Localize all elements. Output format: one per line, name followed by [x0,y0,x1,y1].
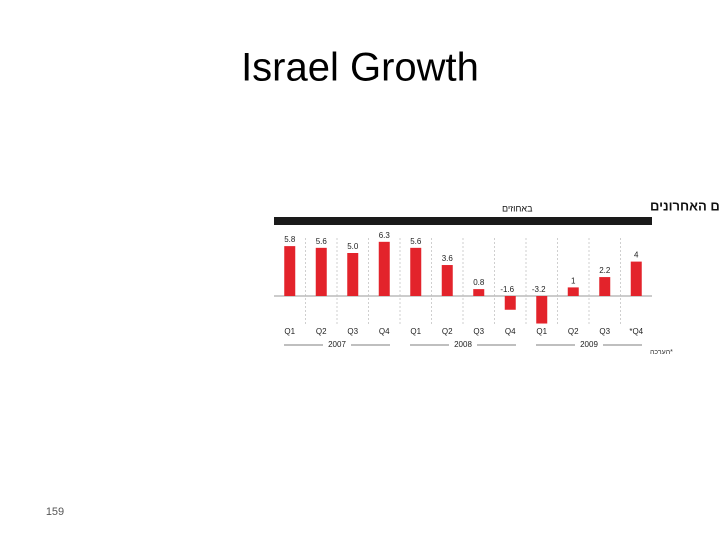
page-number: 159 [46,506,64,518]
bar [284,246,296,296]
value-label: -3.2 [532,285,546,294]
x-tick-label: Q1 [410,327,421,336]
x-tick-label: Q3 [347,327,358,336]
value-label: 5.0 [347,242,359,251]
value-label: 2.2 [599,266,611,275]
bar [410,247,422,296]
x-tick-label: Q3 [599,327,610,336]
chart-subtitle: באחוזים [502,203,533,213]
value-label: -1.6 [500,285,514,294]
value-label: 5.8 [284,235,296,244]
x-tick-label: *Q4 [629,327,643,336]
bar [504,296,516,310]
value-label: 5.6 [410,237,422,246]
value-label: 6.3 [379,231,391,240]
group-label: 2008 [454,340,472,349]
value-label: 4 [634,251,639,260]
bar [630,261,642,296]
bar [536,296,548,324]
group-label: 2009 [580,340,598,349]
footnote: *הערכה [650,349,673,356]
bar [378,241,390,296]
x-tick-label: Q1 [536,327,547,336]
x-tick-label: Q4 [505,327,516,336]
x-tick-label: Q2 [568,327,579,336]
bar [567,287,579,296]
x-tick-label: Q3 [473,327,484,336]
bar [347,253,359,296]
x-tick-label: Q1 [284,327,295,336]
x-tick-label: Q2 [442,327,453,336]
x-tick-label: Q4 [379,327,390,336]
chart-title: הצמיחה ברבעונים האחרונים [650,198,720,213]
value-label: 1 [571,277,576,286]
value-label: 5.6 [316,237,328,246]
x-tick-label: Q2 [316,327,327,336]
bar [599,277,611,296]
bar [441,265,453,296]
value-label: 0.8 [473,278,485,287]
slide-title: Israel Growth [241,46,479,90]
bar [473,289,485,296]
bar [315,247,327,296]
value-label: 3.6 [442,254,454,263]
group-label: 2007 [328,340,346,349]
header-bar [274,217,652,225]
